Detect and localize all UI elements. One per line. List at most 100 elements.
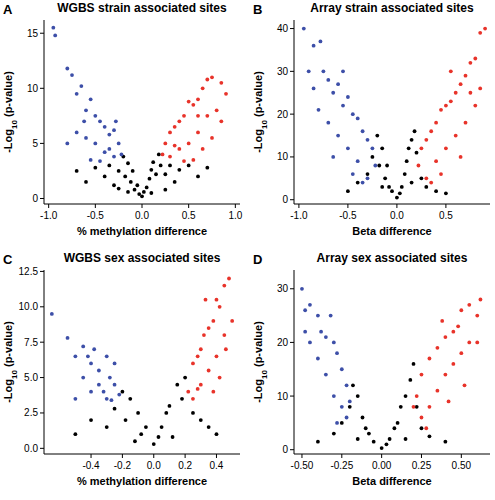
point — [439, 108, 443, 112]
y-tick-label: 5.0 — [24, 372, 38, 383]
point — [204, 298, 208, 302]
point — [372, 440, 376, 444]
point — [317, 108, 321, 112]
x-tick — [298, 204, 299, 208]
point — [302, 27, 306, 31]
y-axis-line — [44, 20, 45, 204]
point — [483, 27, 487, 31]
point — [177, 147, 181, 151]
point — [123, 175, 127, 179]
point — [168, 404, 172, 408]
point — [133, 188, 137, 192]
point — [385, 442, 389, 446]
point — [148, 177, 152, 181]
x-tick-label: -0.25 — [330, 460, 353, 471]
point — [129, 180, 133, 184]
point — [454, 134, 458, 138]
point — [420, 176, 424, 180]
x-tick-label: 1.0 — [228, 210, 242, 221]
point — [196, 354, 200, 358]
x-axis-line — [294, 454, 490, 455]
point — [211, 319, 215, 323]
y-tick — [290, 288, 294, 289]
y-tick — [290, 199, 294, 200]
point — [329, 314, 333, 318]
point — [308, 341, 312, 345]
point — [424, 426, 428, 430]
point — [84, 108, 88, 112]
point — [316, 357, 320, 361]
point — [205, 166, 209, 170]
point — [388, 437, 392, 441]
point — [324, 335, 328, 339]
point — [332, 394, 336, 398]
point — [112, 183, 116, 187]
point — [396, 421, 400, 425]
point — [211, 390, 215, 394]
point — [451, 330, 455, 334]
point — [215, 298, 219, 302]
point — [65, 142, 69, 146]
point — [312, 87, 316, 91]
point — [218, 305, 222, 309]
point — [331, 91, 335, 95]
point — [105, 354, 109, 358]
y-axis-title: -Log10 (p-value) — [2, 321, 19, 403]
point — [121, 390, 125, 394]
point — [70, 73, 74, 77]
point — [103, 150, 107, 154]
point — [144, 425, 148, 429]
point — [182, 114, 186, 118]
point — [356, 394, 360, 398]
point — [97, 383, 101, 387]
point — [149, 168, 153, 172]
point — [340, 421, 344, 425]
point — [443, 440, 447, 444]
point — [84, 180, 88, 184]
point — [110, 398, 114, 402]
panel: AWGBS strain associated sites-1.0-0.50.0… — [2, 1, 243, 237]
point — [151, 160, 155, 164]
panel: BArray strain associated sites-1.0-0.50.… — [252, 1, 490, 237]
point — [436, 346, 440, 350]
point — [191, 411, 195, 415]
point — [444, 104, 448, 108]
point — [399, 405, 403, 409]
point — [454, 91, 458, 95]
x-tick-label: -0.4 — [82, 460, 100, 471]
point — [348, 400, 352, 404]
point — [191, 103, 195, 107]
point — [81, 345, 85, 349]
point — [218, 376, 222, 380]
y-axis-line — [294, 270, 295, 454]
point — [340, 405, 344, 409]
point — [89, 390, 93, 394]
point — [107, 133, 111, 137]
y-tick-label: 15 — [27, 28, 39, 39]
point — [428, 357, 432, 361]
point — [50, 312, 54, 316]
x-tick — [396, 204, 397, 208]
x-tick — [381, 454, 382, 458]
point — [417, 164, 421, 168]
y-axis-title: -Log10 (p-value) — [252, 321, 269, 403]
chart-title: Array strain associated sites — [310, 1, 474, 15]
point — [443, 335, 447, 339]
point — [142, 190, 146, 194]
point — [93, 114, 97, 118]
point — [222, 284, 226, 288]
point — [103, 125, 107, 129]
point — [434, 189, 438, 193]
point — [187, 100, 191, 104]
point — [210, 75, 214, 79]
point — [199, 383, 203, 387]
x-tick-label: 0.4 — [210, 460, 224, 471]
point — [219, 81, 223, 85]
point — [186, 390, 190, 394]
point — [410, 138, 414, 142]
point — [405, 159, 409, 163]
point — [173, 144, 177, 148]
x-tick-label: 0.0 — [390, 210, 404, 221]
point — [475, 341, 479, 345]
point — [429, 181, 433, 185]
